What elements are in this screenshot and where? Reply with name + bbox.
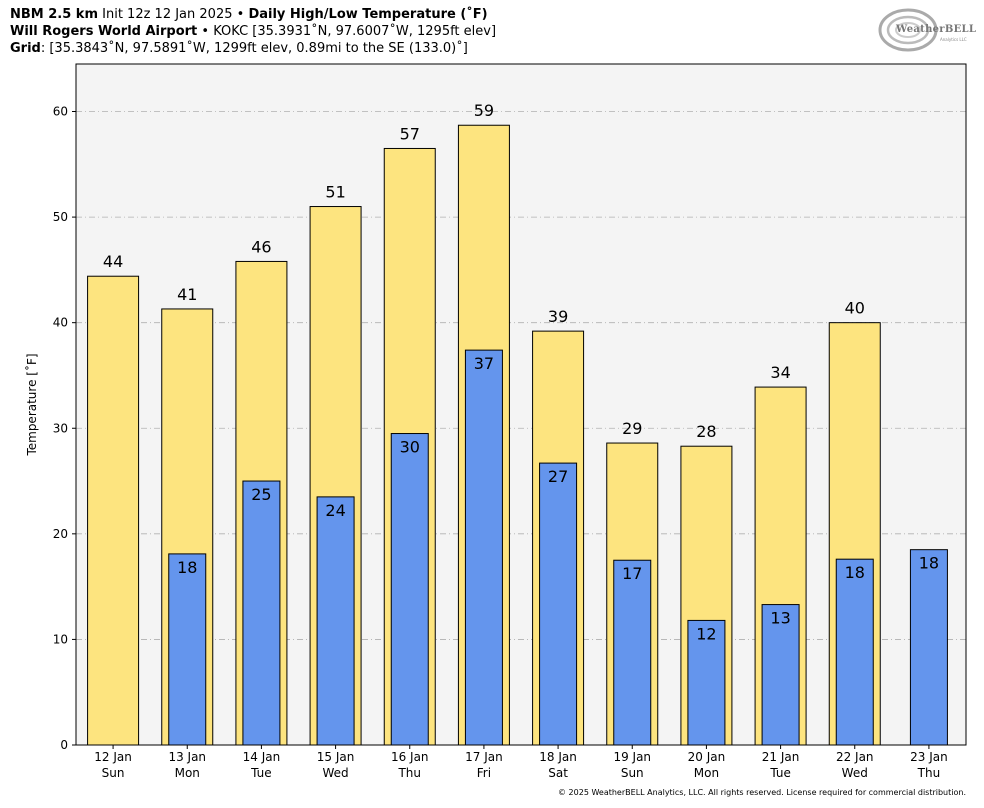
x-tick-day: Sat <box>548 766 568 780</box>
low-data-label: 18 <box>845 563 865 582</box>
low-data-label: 18 <box>177 558 197 577</box>
plot-frame <box>75 63 967 746</box>
x-tick-day: Wed <box>322 766 348 780</box>
y-tick-label: 0 <box>60 738 68 752</box>
x-tick-date: 23 Jan <box>910 750 948 764</box>
low-bar <box>835 558 874 746</box>
station-info: KOKC [35.3931˚N, 97.6007˚W, 1295ft elev] <box>213 24 497 39</box>
product-title: Daily High/Low Temperature (˚F) <box>248 7 488 22</box>
x-tick-day: Thu <box>397 766 421 780</box>
title-line-1: NBM 2.5 km Init 12z 12 Jan 2025 • Daily … <box>10 7 488 23</box>
x-tick-date: 12 Jan <box>94 750 132 764</box>
low-data-label: 12 <box>696 624 716 643</box>
x-tick-day: Wed <box>842 766 868 780</box>
low-data-label: 18 <box>919 554 939 573</box>
low-bar <box>613 559 652 746</box>
high-data-label: 40 <box>845 299 865 318</box>
x-tick-day: Thu <box>917 766 941 780</box>
plot-area <box>76 64 966 745</box>
low-data-label: 25 <box>251 485 271 504</box>
logo-subtext: Analytics LLC <box>940 37 967 42</box>
high-data-label: 57 <box>400 124 420 143</box>
station-name: Will Rogers World Airport <box>10 24 198 39</box>
low-bar <box>909 549 948 746</box>
low-data-label: 30 <box>400 438 420 457</box>
x-tick-date: 18 Jan <box>539 750 577 764</box>
x-tick-day: Sun <box>621 766 644 780</box>
logo-text: WeatherBELL <box>896 24 977 35</box>
separator-bullet: • <box>201 24 210 39</box>
low-data-label: 13 <box>770 609 790 628</box>
y-axis-label: Temperature [˚F] <box>24 353 39 456</box>
low-data-label: 24 <box>325 501 345 520</box>
x-tick-date: 20 Jan <box>688 750 726 764</box>
separator-bullet: • <box>236 7 245 22</box>
y-tick-label: 20 <box>53 527 68 541</box>
y-tick-label: 60 <box>53 105 68 119</box>
grid-label: Grid <box>10 41 41 56</box>
high-data-label: 28 <box>696 422 716 441</box>
x-tick-date: 17 Jan <box>465 750 503 764</box>
high-data-label: 46 <box>251 237 271 256</box>
high-data-label: 59 <box>474 101 494 120</box>
high-data-label: 41 <box>177 285 197 304</box>
low-bar <box>539 462 578 746</box>
x-tick-day: Tue <box>250 766 272 780</box>
weatherbell-logo: WeatherBELL Analytics LLC <box>878 6 976 54</box>
high-data-label: 51 <box>325 183 345 202</box>
y-tick-label: 50 <box>53 210 68 224</box>
x-tick-date: 22 Jan <box>836 750 874 764</box>
x-tick-date: 13 Jan <box>168 750 206 764</box>
high-data-label: 29 <box>622 419 642 438</box>
high-data-label: 39 <box>548 307 568 326</box>
low-bar <box>390 433 429 746</box>
low-bar <box>761 604 800 746</box>
y-tick-label: 40 <box>53 316 68 330</box>
low-bar <box>464 349 503 746</box>
high-data-label: 34 <box>770 363 790 382</box>
y-tick-label: 10 <box>53 632 68 646</box>
low-data-label: 27 <box>548 467 568 486</box>
low-bar <box>168 553 207 746</box>
x-tick-date: 14 Jan <box>243 750 281 764</box>
init-time: Init 12z 12 Jan 2025 <box>102 7 233 22</box>
x-tick-day: Tue <box>769 766 791 780</box>
x-tick-date: 21 Jan <box>762 750 800 764</box>
model-name: NBM 2.5 km <box>10 7 98 22</box>
y-tick-label: 30 <box>53 421 68 435</box>
copyright-notice: © 2025 WeatherBELL Analytics, LLC. All r… <box>558 788 966 797</box>
x-tick-day: Fri <box>477 766 491 780</box>
x-tick-day: Mon <box>694 766 719 780</box>
title-line-3: Grid: [35.3843˚N, 97.5891˚W, 1299ft elev… <box>10 41 468 57</box>
low-bar <box>316 496 355 746</box>
x-tick-date: 15 Jan <box>317 750 355 764</box>
swirl-icon <box>878 8 938 52</box>
low-data-label: 17 <box>622 564 642 583</box>
x-tick-day: Mon <box>175 766 200 780</box>
high-data-label: 44 <box>103 252 123 271</box>
x-tick-day: Sun <box>102 766 125 780</box>
low-bar <box>242 480 281 746</box>
x-tick-date: 16 Jan <box>391 750 429 764</box>
low-data-label: 37 <box>474 354 494 373</box>
high-bar <box>87 275 140 746</box>
grid-info: : [35.3843˚N, 97.5891˚W, 1299ft elev, 0.… <box>40 41 468 56</box>
x-tick-date: 19 Jan <box>613 750 651 764</box>
title-line-2: Will Rogers World Airport • KOKC [35.393… <box>10 24 496 40</box>
